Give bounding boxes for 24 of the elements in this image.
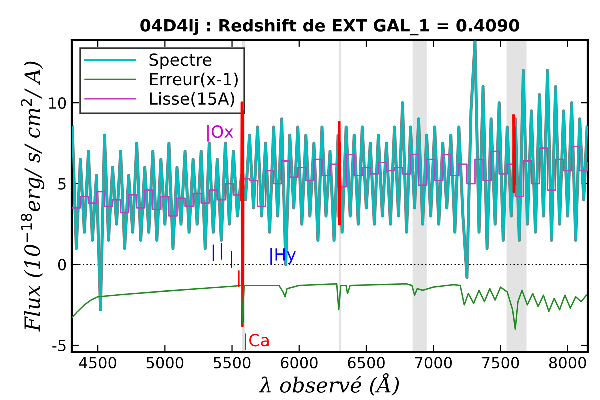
x-tick-label: 5000: [146, 357, 184, 369]
legend-label: Spectre: [150, 54, 212, 70]
x-tick-label: 7500: [482, 357, 520, 369]
x-tick-label: 4500: [79, 357, 116, 369]
y-tick-label: -5: [52, 340, 66, 352]
x-tick-label: 6500: [348, 357, 385, 369]
annotation: |: [231, 251, 232, 268]
x-tick-label: 5500: [214, 357, 251, 369]
annotation: |Ox: [208, 125, 234, 142]
y-axis-title: Flux (10$^{−18}$erg/ s/ cm$^{2}$/ A): [21, 62, 45, 332]
x-axis-title: λ observé (Å): [258, 373, 400, 396]
y-tick-label: 0: [58, 259, 66, 271]
annotation: |: [238, 270, 240, 288]
x-tick-label: 7000: [415, 357, 452, 369]
x-tick-label: 8000: [549, 357, 586, 369]
chart-title: 04D4lj : Redshift de EXT GAL_1 = 0.4090: [140, 19, 520, 36]
annotation: |: [220, 243, 222, 260]
legend-label: Lisse(15A): [150, 92, 234, 108]
y-tick-label: 10: [49, 98, 66, 110]
legend-label: Erreur(x-1): [150, 72, 238, 88]
annotation: |: [212, 244, 214, 262]
x-tick-label: 6000: [281, 357, 318, 369]
y-tick-label: 5: [58, 178, 66, 190]
annotation: |Ca: [245, 334, 269, 350]
